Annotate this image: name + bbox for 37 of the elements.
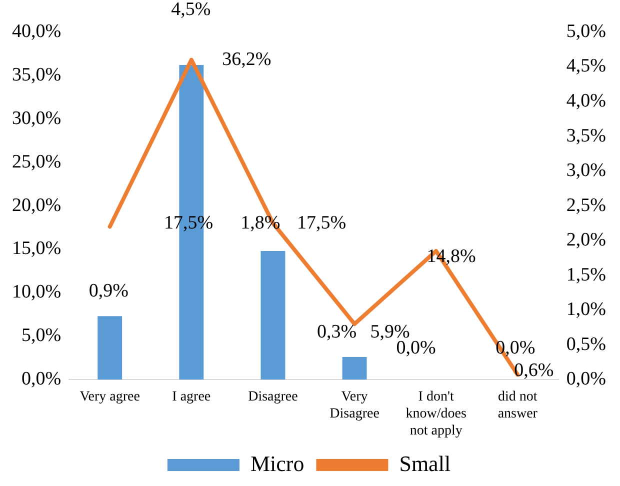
y2-tick-label: 2,5% — [566, 194, 606, 216]
y2-tick-label: 4,5% — [566, 56, 606, 77]
y-tick-label: 10,0% — [12, 282, 62, 303]
y2-tick-label: 2,0% — [566, 230, 606, 251]
y-tick-label: 20,0% — [12, 194, 62, 216]
text: 4,5% — [171, 0, 211, 20]
legend-label: Micro — [250, 450, 304, 476]
bar — [98, 316, 122, 380]
y2-tick-label: 1,0% — [566, 299, 606, 320]
annotation: 0,3% — [316, 321, 357, 342]
y-tick-label: 0,0% — [22, 368, 62, 390]
x-tick-label: Very Disagree — [330, 390, 380, 422]
x-tick-label: I don't know/does not apply — [406, 390, 466, 438]
y-tick-label: 5,0% — [22, 325, 62, 346]
y2-tick-label: 5,0% — [566, 20, 606, 42]
y-tick-label: 15,0% — [12, 238, 62, 260]
y2-tick-label: 0,5% — [566, 334, 606, 355]
annotation: 17,5% — [297, 212, 346, 234]
y2-tick-label: 1,5% — [566, 264, 606, 286]
bar — [260, 250, 286, 380]
annotation: 36,2% — [222, 49, 272, 70]
bar — [342, 357, 367, 380]
annotation: 0,9% — [88, 280, 129, 302]
y2-tick-label: 4,0% — [566, 90, 606, 112]
y-tick-label: 30,0% — [12, 108, 62, 129]
x-tick-label: I agree — [172, 390, 211, 405]
y2-tick-label: 3,5% — [566, 125, 606, 146]
x-tick-label: did not answer — [498, 390, 538, 422]
y-tick-label: 40,0% — [12, 20, 62, 42]
annotation: 0,0% — [396, 337, 436, 358]
y-tick-label: 35,0% — [12, 64, 62, 86]
y2-tick-label: 0,0% — [566, 368, 606, 390]
legend-label: Small — [399, 450, 451, 476]
x-tick-label: Disagree — [248, 390, 298, 405]
y2-tick-label: 3,0% — [566, 160, 606, 182]
x-tick-label: Very agree — [80, 390, 140, 405]
y-tick-label: 25,0% — [12, 151, 62, 172]
